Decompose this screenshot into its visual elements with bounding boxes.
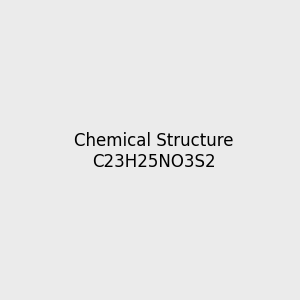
Text: Chemical Structure
C23H25NO3S2: Chemical Structure C23H25NO3S2 (74, 132, 233, 171)
